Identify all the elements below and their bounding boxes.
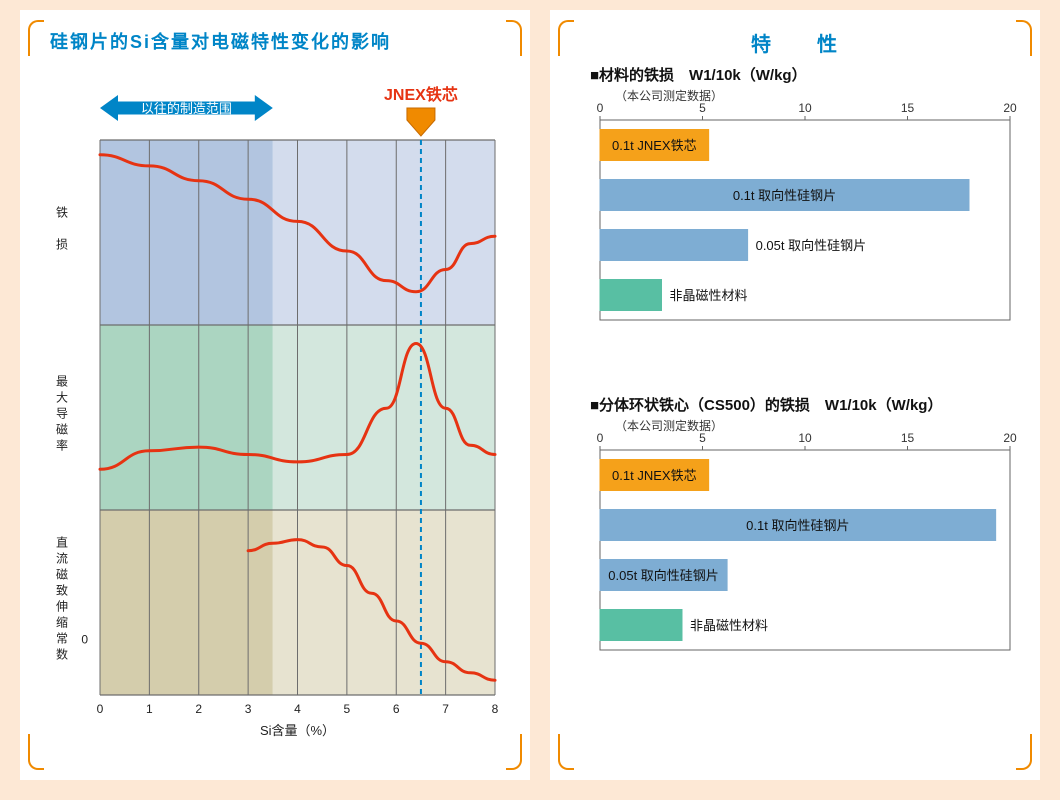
- bar-chart-1: ■分体环状铁心（CS500）的铁损 W1/10k（W/kg） （本公司测定数据） 0…: [550, 390, 1040, 700]
- svg-text:流: 流: [56, 552, 68, 566]
- svg-text:10: 10: [798, 431, 812, 445]
- svg-text:常: 常: [56, 632, 68, 646]
- svg-text:非晶磁性材料: 非晶磁性材料: [670, 288, 748, 303]
- svg-text:3: 3: [245, 702, 252, 716]
- bracket: [1016, 734, 1032, 770]
- svg-text:以往的制造范围: 以往的制造范围: [141, 101, 232, 116]
- svg-text:磁: 磁: [56, 422, 68, 437]
- svg-text:0: 0: [97, 702, 104, 716]
- svg-text:0.05t 取向性硅钢片: 0.05t 取向性硅钢片: [756, 238, 867, 253]
- right-panel: 特 性 ■材料的铁损 W1/10k（W/kg） （本公司测定数据） 0 5 10 15 20…: [550, 10, 1040, 780]
- svg-text:8: 8: [492, 702, 499, 716]
- svg-text:0.1t 取向性硅钢片: 0.1t 取向性硅钢片: [733, 188, 836, 203]
- svg-text:缩: 缩: [56, 615, 68, 630]
- svg-text:5: 5: [699, 101, 706, 115]
- svg-text:10: 10: [798, 101, 812, 115]
- right-panel-title: 特 性: [550, 28, 1040, 57]
- svg-text:4: 4: [294, 702, 301, 716]
- svg-text:7: 7: [442, 702, 449, 716]
- page: 硅钢片的Si含量对电磁特性变化的影响 012345678Si含量（%）铁损最大导…: [0, 0, 1060, 800]
- svg-text:0.1t JNEX铁芯: 0.1t JNEX铁芯: [612, 138, 697, 153]
- svg-text:5: 5: [699, 431, 706, 445]
- svg-text:0.1t 取向性硅钢片: 0.1t 取向性硅钢片: [746, 518, 849, 533]
- svg-text:（本公司测定数据）: （本公司测定数据）: [615, 88, 723, 103]
- svg-text:致: 致: [56, 584, 68, 598]
- left-panel: 硅钢片的Si含量对电磁特性变化的影响 012345678Si含量（%）铁损最大导…: [20, 10, 530, 780]
- svg-text:Si含量（%）: Si含量（%）: [260, 723, 335, 738]
- si-content-chart: 012345678Si含量（%）铁损最大导磁率直流磁致伸缩常数0以往的制造范围J…: [20, 10, 530, 780]
- svg-text:率: 率: [56, 438, 68, 453]
- svg-text:导: 导: [56, 407, 68, 421]
- svg-text:0.1t JNEX铁芯: 0.1t JNEX铁芯: [612, 468, 697, 483]
- svg-text:6: 6: [393, 702, 400, 716]
- svg-text:铁: 铁: [56, 206, 68, 220]
- svg-text:（本公司测定数据）: （本公司测定数据）: [615, 418, 723, 433]
- bar-chart-0: ■材料的铁损 W1/10k（W/kg） （本公司测定数据） 0 5 10 15 20 0.1t…: [550, 60, 1040, 370]
- svg-text:0.05t 取向性硅钢片: 0.05t 取向性硅钢片: [608, 568, 719, 583]
- svg-text:5: 5: [344, 702, 351, 716]
- bracket: [558, 734, 574, 770]
- svg-text:直: 直: [56, 536, 68, 550]
- svg-text:JNEX铁芯: JNEX铁芯: [384, 85, 458, 104]
- svg-text:0: 0: [597, 101, 604, 115]
- svg-text:非晶磁性材料: 非晶磁性材料: [690, 618, 768, 633]
- svg-text:伸: 伸: [56, 600, 68, 614]
- svg-text:数: 数: [56, 647, 68, 662]
- svg-text:1: 1: [146, 702, 153, 716]
- svg-text:20: 20: [1003, 101, 1017, 115]
- svg-text:0: 0: [597, 431, 604, 445]
- svg-text:15: 15: [901, 101, 915, 115]
- svg-text:■分体环状铁心（CS500）的铁损 W1/10k（W/kg）: ■分体环状铁心（CS500）的铁损 W1/10k（W/kg）: [590, 396, 942, 414]
- svg-text:大: 大: [56, 391, 68, 405]
- svg-text:0: 0: [81, 633, 88, 647]
- svg-text:■材料的铁损 W1/10k（W/kg）: ■材料的铁损 W1/10k（W/kg）: [590, 66, 807, 84]
- svg-text:磁: 磁: [56, 567, 68, 582]
- svg-text:2: 2: [195, 702, 202, 716]
- svg-text:最: 最: [56, 375, 68, 389]
- svg-text:15: 15: [901, 431, 915, 445]
- svg-text:损: 损: [56, 238, 68, 252]
- svg-text:20: 20: [1003, 431, 1017, 445]
